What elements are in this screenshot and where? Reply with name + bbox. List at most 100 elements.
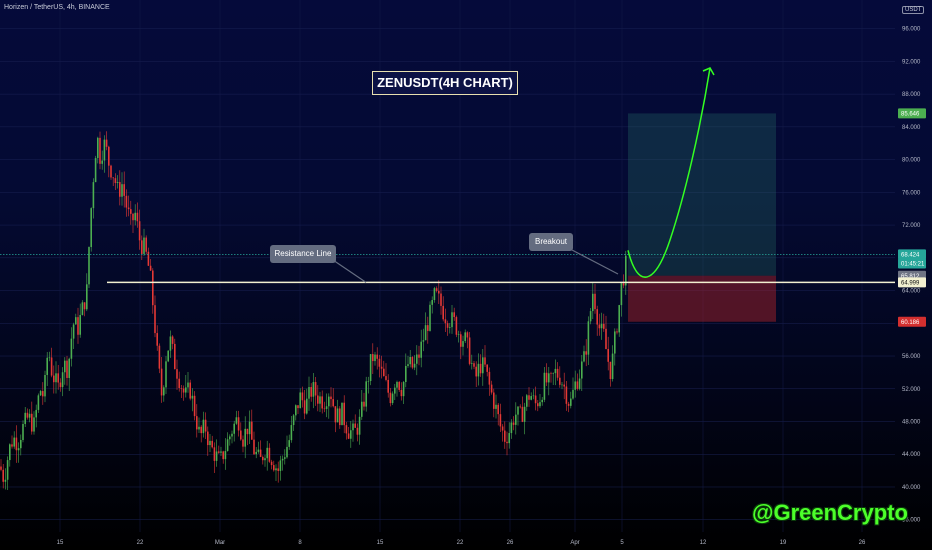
candle [266,440,268,471]
candle [290,415,293,443]
candle [83,302,86,317]
candle [211,435,213,449]
candle [444,308,447,332]
candle [543,366,546,403]
x-tick-label: 19 [780,540,787,546]
candle [226,432,229,452]
candle [141,235,143,261]
candle [618,304,620,337]
candle [312,372,315,409]
candle [189,379,191,401]
candle [273,460,275,472]
candle [79,303,81,338]
candle [301,386,304,408]
candle [174,338,176,370]
candle [506,431,508,456]
candle [328,393,330,419]
candle [614,328,616,366]
candle [422,328,425,352]
candle [611,345,614,382]
resistance-callout: Resistance Line [270,245,336,263]
candle [178,371,180,392]
candle [121,172,123,206]
candle [519,404,521,409]
candle [35,404,37,428]
candle [383,360,385,377]
take-profit-zone [628,113,776,276]
candle [97,136,99,164]
resistance-callout-pointer [329,257,367,283]
candle [180,384,183,399]
candles [0,131,627,490]
candle [361,390,363,420]
candle [108,145,110,178]
candle [440,286,442,315]
price-axis[interactable]: 36.00040.00044.00048.00052.00056.00060.0… [902,27,921,524]
candle [33,411,35,435]
x-tick-label: Apr [570,540,579,546]
candle [209,433,211,452]
candle [449,323,451,334]
candle [28,409,31,423]
candle [248,410,251,444]
candle [92,178,95,219]
y-tick-label: 48.000 [902,420,921,426]
candle [125,189,128,217]
projection-arrow-head [702,67,715,76]
candle [391,391,394,406]
candle [119,170,121,206]
candle [603,313,605,332]
candle [517,406,519,426]
candle [187,372,189,393]
y-tick-label: 96.000 [902,27,921,33]
y-tick-label: 92.000 [902,59,921,65]
candle [231,430,233,444]
candle [268,443,271,463]
candle [521,396,524,423]
candle [11,435,13,449]
candle [66,355,68,386]
time-axis[interactable]: 15 22 Mar 8 15 22 26 Apr 5 12 19 26 [57,540,866,546]
candle [218,445,220,454]
candle [387,374,389,398]
candle [215,439,218,467]
candle [251,409,253,440]
candle [495,394,497,419]
currency-badge[interactable]: USDT [902,6,925,14]
candle [156,325,158,351]
candle [565,381,568,411]
candle [13,431,15,449]
candle [372,343,374,374]
candle [136,202,139,228]
candle [2,463,4,489]
candle [319,391,321,412]
y-tick-label: 40.000 [902,485,921,491]
candle [103,135,106,173]
candle [154,295,156,338]
price-label: 01:45:21 [898,258,926,269]
y-tick-label: 80.000 [902,158,921,164]
candle [39,389,42,396]
chart-title: ZENUSDT(4H CHART) [372,71,518,95]
candle [378,354,381,378]
candle [46,352,48,386]
candle [345,421,348,440]
candle [59,378,62,392]
candle [473,360,475,370]
candle [550,371,552,383]
candle [534,386,537,411]
candle [237,410,240,437]
candle [75,313,77,325]
candle [55,361,57,394]
candle [431,296,433,314]
candle [576,373,579,391]
candle [310,383,312,402]
candle [475,361,477,387]
candle [26,408,29,420]
candle [592,282,594,320]
candle [358,409,361,445]
candle [504,421,506,449]
svg-text:01:45:21: 01:45:21 [901,262,925,268]
candle [299,388,301,409]
